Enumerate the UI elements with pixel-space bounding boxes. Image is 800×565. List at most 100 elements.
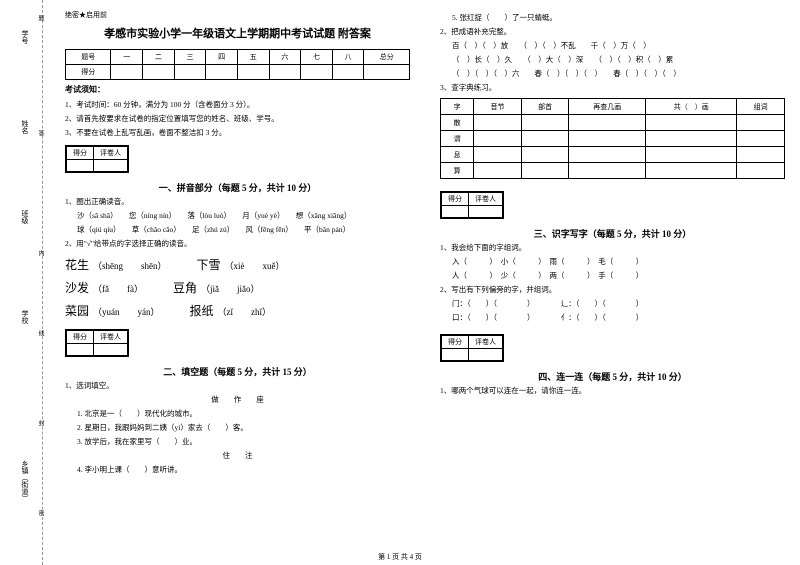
seal-text-2: 内 (36, 250, 45, 256)
th: 六 (269, 50, 301, 65)
td (237, 65, 269, 80)
pinyin-row: 菜园（yuán yán） 报纸（zǐ zhǐ） (65, 302, 410, 319)
td (67, 160, 94, 172)
scorebox-score: 得分 (442, 336, 469, 349)
instructions-heading: 考试须知： (65, 84, 410, 95)
table-row: 散 (441, 115, 785, 131)
py: （fǎ fà） (93, 282, 143, 295)
py: （yuán yán） (93, 305, 160, 318)
th: 组词 (737, 99, 785, 115)
td (737, 147, 785, 163)
seal-text-5: 密 (36, 510, 45, 516)
page-footer: 第 1 页 共 4 页 (0, 552, 800, 562)
pinyin-row: 花生 （shēng shēn） 下雪 （xiè xuě） (65, 256, 410, 273)
td (206, 65, 238, 80)
q2-item: 3. 放学后，我在家里写（ ）业。 (77, 436, 410, 448)
td (646, 115, 737, 131)
instruction-item: 2、请首先按要求在试卷的指定位置填写您的姓名、班级、学号。 (65, 113, 410, 125)
margin-label-class: 班级 (20, 210, 30, 224)
scorebox: 得分评卷人 (440, 334, 504, 362)
th: 四 (206, 50, 238, 65)
left-column: 绝密★启用前 孝感市实验小学一年级语文上学期期中考试试题 附答案 题号 一 二 … (50, 0, 425, 565)
td: 息 (441, 147, 474, 163)
binding-margin: 学号 姓名 班级 学校 乡镇（街道） 题 答 内 线 封 密 (0, 0, 50, 565)
td (67, 344, 94, 356)
th: 三 (174, 50, 206, 65)
section-1-title: 一、拼音部分（每题 5 分，共计 10 分） (65, 181, 410, 194)
hz: 豆角 (173, 279, 197, 296)
right-column: 5. 张红捉（ ）了一只蜻蜓。 2、把成语补充完整。 百（ ）（ ）放 （ ）（… (425, 0, 800, 565)
td (332, 65, 364, 80)
margin-label-name: 姓名 (20, 120, 30, 134)
td (646, 163, 737, 179)
th: 二 (143, 50, 175, 65)
td (521, 115, 569, 131)
py: （xiè xuě） (225, 259, 285, 272)
q1-2: 2、用"√"给带点的字选择正确的读音。 (65, 238, 410, 250)
py: （jiǎ jiǎo） (201, 282, 260, 295)
td (474, 115, 522, 131)
td (364, 65, 410, 80)
exam-title: 孝感市实验小学一年级语文上学期期中考试试题 附答案 (65, 25, 410, 41)
q1-1-line1: 沙（sā shā） 您（níng nín） 落（lòu luò） 月（yuè y… (77, 210, 410, 222)
secret-label: 绝密★启用前 (65, 10, 410, 20)
margin-label-town: 乡镇（街道） (20, 460, 30, 502)
q2-words2: 住 注 (65, 450, 410, 462)
q2-item: 1. 北京是一（ ）现代化的城市。 (77, 408, 410, 420)
th: 再查几画 (569, 99, 646, 115)
hz: 花生 (65, 256, 89, 273)
scorebox: 得分评卷人 (440, 191, 504, 219)
q2-1: 1、选词填空。 (65, 380, 410, 392)
th: 字 (441, 99, 474, 115)
q3-line: 入（ ） 小（ ） 雨（ ） 毛（ ） (452, 256, 785, 268)
instruction-item: 1、考试时间：60 分钟，满分为 100 分（含卷面分 3 分）。 (65, 99, 410, 111)
py: （shēng shēn） (93, 259, 167, 272)
q1-1-line2: 球（qiú qíu） 草（chǎo cǎo） 足（zhú zú） 风（fēng … (77, 224, 410, 236)
td (737, 163, 785, 179)
td (569, 131, 646, 147)
td (569, 147, 646, 163)
score-summary-table: 题号 一 二 三 四 五 六 七 八 总分 得分 (65, 49, 410, 80)
scorebox-score: 得分 (67, 147, 94, 160)
td (737, 131, 785, 147)
th: 八 (332, 50, 364, 65)
table-row: 得分 (66, 65, 410, 80)
td (646, 147, 737, 163)
table-row: 谓 (441, 131, 785, 147)
scorebox: 得分评卷人 (65, 145, 129, 173)
td (301, 65, 333, 80)
q2-words: 做 作 座 (65, 394, 410, 406)
q3-2-line: 门：（ ）（ ） 辶：（ ）（ ） (452, 298, 785, 310)
seal-text-0: 题 (36, 15, 45, 21)
table-row: 息 (441, 147, 785, 163)
td (143, 65, 175, 80)
margin-label-id: 学号 (20, 30, 30, 44)
idiom-line: （ ）长（ ）久 （ ）大（ ）深 （ ）（ ）积（ ）累 (452, 54, 785, 66)
scorebox-grader: 评卷人 (469, 193, 503, 206)
table-row: 题号 一 二 三 四 五 六 七 八 总分 (66, 50, 410, 65)
td (474, 131, 522, 147)
scorebox: 得分评卷人 (65, 329, 129, 357)
pinyin-row: 沙发 （fǎ fà） 豆角 （jiǎ jiǎo） (65, 279, 410, 296)
section-3-title: 三、识字写字（每题 5 分，共计 10 分） (440, 227, 785, 240)
hz: 沙发 (65, 279, 89, 296)
q3-2: 2、写出有下列偏旁的字，并组词。 (440, 284, 785, 296)
hz: 下雪 (197, 256, 221, 273)
td (269, 65, 301, 80)
seal-text-3: 线 (36, 330, 45, 336)
td: 得分 (66, 65, 111, 80)
section-4-title: 四、连一连（每题 5 分，共计 10 分） (440, 370, 785, 383)
th: 总分 (364, 50, 410, 65)
scorebox-score: 得分 (442, 193, 469, 206)
q1-1: 1、圈出正确读音。 (65, 196, 410, 208)
td (442, 206, 469, 218)
section-2-title: 二、填空题（每题 5 分，共计 15 分） (65, 365, 410, 378)
q5: 5. 张红捉（ ）了一只蜻蜓。 (452, 12, 785, 24)
td (94, 160, 128, 172)
td (521, 131, 569, 147)
q3-1: 1、我会给下面的字组词。 (440, 242, 785, 254)
q3-line: 人（ ） 少（ ） 两（ ） 手（ ） (452, 270, 785, 282)
th: 部首 (521, 99, 569, 115)
seal-text-1: 答 (36, 130, 45, 136)
td (737, 115, 785, 131)
